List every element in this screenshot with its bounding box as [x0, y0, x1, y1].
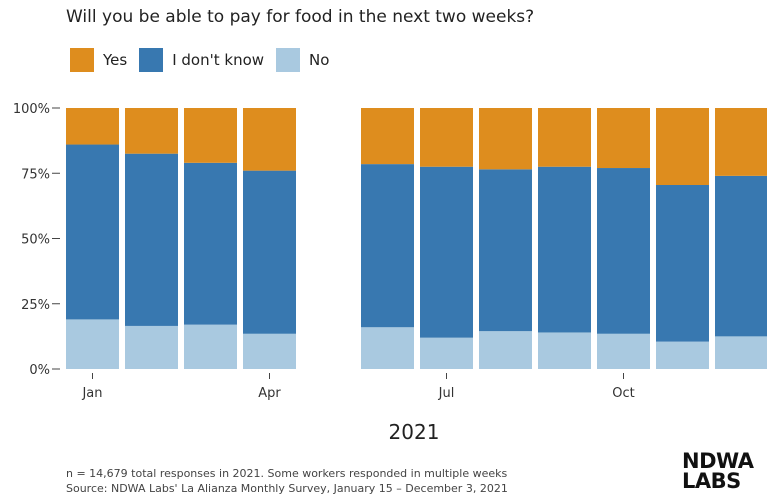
x-tick-label: Oct: [612, 386, 634, 401]
bar-yes-7: [479, 108, 532, 170]
bar-i-don-t-know-3: [243, 170, 296, 334]
legend-label-yes: Yes: [103, 51, 128, 69]
footnote: n = 14,679 total responses in 2021. Some…: [66, 466, 508, 496]
legend-swatch-yes: [70, 48, 94, 72]
legend-item-dont-know: I don't know: [139, 48, 264, 72]
legend-swatch-dont-know: [139, 48, 164, 72]
bar-no-3: [243, 333, 296, 369]
y-tick-label: 50%: [21, 233, 50, 248]
x-tick-label: Apr: [258, 386, 281, 401]
bar-i-don-t-know-8: [538, 166, 591, 333]
x-tick-label: Jan: [81, 386, 102, 401]
bar-no-10: [656, 341, 709, 369]
bar-no-1: [125, 325, 178, 369]
bar-i-don-t-know-2: [184, 162, 237, 325]
y-tick-label: 25%: [21, 298, 50, 313]
bar-yes-3: [243, 108, 296, 171]
bar-yes-10: [656, 108, 709, 185]
bar-i-don-t-know-9: [597, 168, 650, 334]
chart-legend: Yes I don't know No: [70, 48, 341, 72]
bar-i-don-t-know-0: [66, 144, 119, 320]
legend-swatch-no: [276, 48, 301, 72]
bar-no-2: [184, 324, 237, 369]
footnote-source: Source: NDWA Labs' La Alianza Monthly Su…: [66, 482, 508, 495]
logo-line-2: LABS: [682, 469, 741, 493]
x-axis-label: 2021: [389, 420, 440, 444]
bar-i-don-t-know-10: [656, 184, 709, 342]
ndwa-labs-logo: NDWA LABS: [682, 449, 767, 493]
legend-label-no: No: [309, 51, 330, 69]
bar-no-8: [538, 332, 591, 369]
footnote-sample-size: n = 14,679 total responses in 2021. Some…: [66, 467, 508, 480]
legend-item-yes: Yes: [70, 48, 127, 72]
bar-no-9: [597, 333, 650, 369]
bar-i-don-t-know-7: [479, 169, 532, 332]
chart-title: Will you be able to pay for food in the …: [66, 7, 535, 27]
bar-no-11: [715, 336, 767, 369]
bar-yes-9: [597, 108, 650, 169]
y-tick-label: 75%: [21, 167, 50, 182]
bar-yes-8: [538, 108, 591, 167]
bar-no-0: [66, 319, 119, 369]
bar-yes-5: [361, 108, 414, 165]
bar-yes-2: [184, 108, 237, 163]
bar-yes-11: [715, 108, 767, 176]
bar-i-don-t-know-1: [125, 153, 178, 326]
y-axis: 0% 25% 50% 75% 100%: [13, 102, 60, 378]
bar-i-don-t-know-11: [715, 175, 767, 337]
bar-yes-6: [420, 108, 473, 167]
bar-no-5: [361, 327, 414, 369]
y-tick-label: 0%: [29, 363, 50, 378]
bar-no-7: [479, 331, 532, 369]
x-axis: Jan Apr Jul Oct: [81, 373, 635, 401]
bar-yes-0: [66, 108, 119, 145]
x-tick-label: Jul: [438, 386, 455, 401]
legend-label-dont-know: I don't know: [172, 51, 265, 69]
legend-item-no: No: [276, 48, 329, 72]
y-tick-label: 100%: [13, 102, 50, 117]
logo-line-1: NDWA: [682, 449, 754, 473]
bar-yes-1: [125, 108, 178, 154]
bar-i-don-t-know-6: [420, 166, 473, 338]
bar-i-don-t-know-5: [361, 164, 414, 328]
bar-group: [66, 108, 767, 369]
bar-no-6: [420, 337, 473, 369]
